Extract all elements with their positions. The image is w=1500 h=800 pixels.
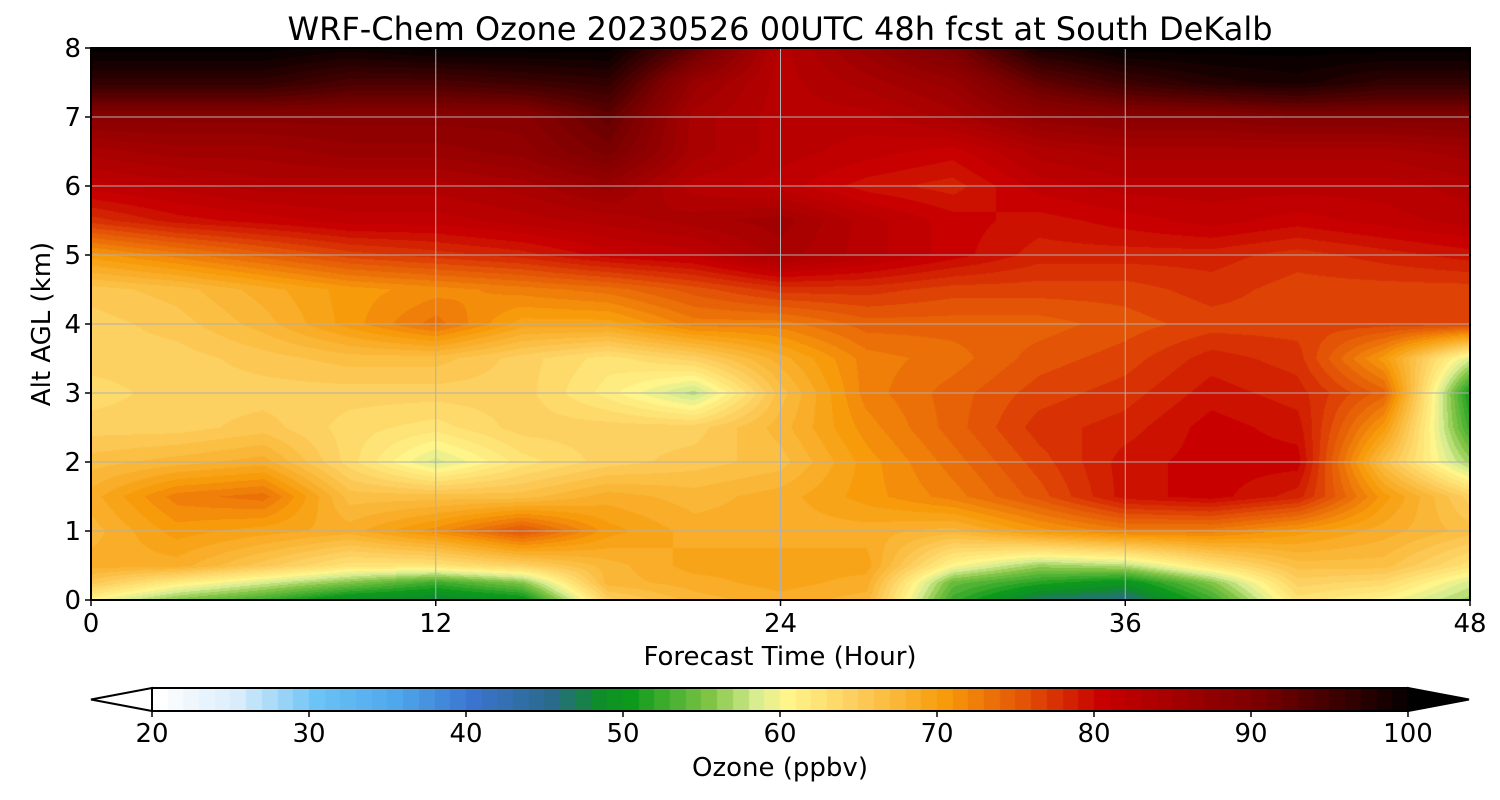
colorbar-tick-label: 60 [763,719,796,749]
colorbar-gradient [152,688,1408,711]
colorbar-ticks: 20 30 40 50 60 70 80 90 100 [135,711,1433,749]
y-tick-label: 5 [64,241,81,271]
colorbar: 20 30 40 50 60 70 80 90 100 Ozone (ppbv) [90,686,1470,783]
x-tick-label: 24 [764,609,797,639]
colorbar-tick-label: 30 [292,719,325,749]
x-tick-label: 48 [1453,609,1486,639]
colorbar-label: Ozone (ppbv) [692,753,868,783]
y-axis-ticks: 0 1 2 3 4 5 6 7 8 [64,34,91,616]
colorbar-tick-label: 100 [1383,719,1433,749]
colorbar-extend-high [1407,686,1470,713]
x-tick-label: 12 [419,609,452,639]
colorbar-tick-label: 70 [920,719,953,749]
y-tick-label: 0 [64,586,81,616]
y-tick-label: 8 [64,34,81,64]
colorbar-tick-label: 20 [135,719,168,749]
colorbar-tick-label: 50 [606,719,639,749]
colorbar-tick-label: 80 [1077,719,1110,749]
y-tick-label: 7 [64,103,81,133]
x-tick-label: 0 [83,609,100,639]
colorbar-extend-low [90,686,153,713]
y-tick-label: 6 [64,172,81,202]
y-tick-label: 2 [64,448,81,478]
y-axis-label: Alt AGL (km) [27,242,57,406]
y-tick-label: 3 [64,379,81,409]
colorbar-tick-label: 90 [1234,719,1267,749]
y-tick-label: 4 [64,310,81,340]
y-tick-label: 1 [64,517,81,547]
x-tick-label: 36 [1109,609,1142,639]
chart-title: WRF-Chem Ozone 20230526 00UTC 48h fcst a… [287,10,1272,48]
plot-area [90,47,1471,601]
x-axis-ticks: 0 12 24 36 48 [83,600,1487,639]
colorbar-tick-label: 40 [449,719,482,749]
x-axis-label: Forecast Time (Hour) [643,642,916,672]
